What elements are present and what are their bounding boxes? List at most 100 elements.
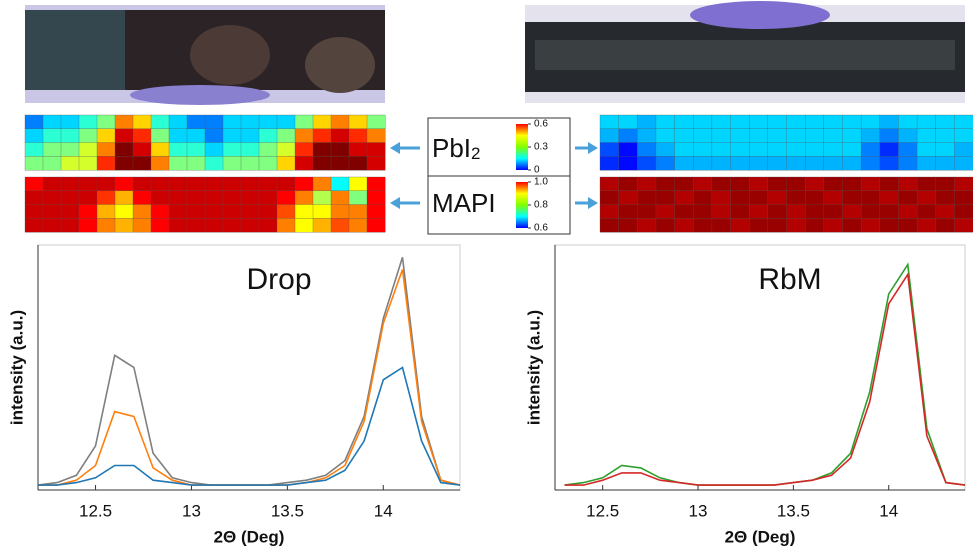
heatmap-cell <box>258 218 278 233</box>
heatmap-cell <box>898 218 918 233</box>
heatmap-cell <box>132 142 152 157</box>
heatmap-cell <box>114 204 134 219</box>
heatmap-cell <box>312 114 332 130</box>
heatmap-cell <box>366 204 386 219</box>
heatmap-cell <box>860 114 881 130</box>
heatmap-cell <box>823 128 843 143</box>
heatmap-cell <box>860 190 881 205</box>
heatmap-cell <box>312 142 332 157</box>
heatmap-cell <box>842 176 862 192</box>
heatmap-cell <box>916 114 937 130</box>
heatmap-cell <box>222 190 242 205</box>
heatmap-cell <box>637 176 657 192</box>
heatmap-cell <box>42 156 62 171</box>
heatmap-cell <box>599 176 620 192</box>
heatmap-cell <box>599 114 620 130</box>
heatmap-cell <box>348 142 368 157</box>
heatmap-cell <box>114 142 134 157</box>
heatmap-cell <box>276 218 296 233</box>
heatmap-cell <box>693 190 713 205</box>
heatmap-cell <box>294 128 314 143</box>
heatmap-cell <box>204 176 224 192</box>
heatmap-cell <box>330 114 350 130</box>
heatmap-cell <box>222 128 242 143</box>
heatmap-cell <box>749 142 769 157</box>
mapi-colorbar <box>516 182 528 228</box>
heatmap-cell <box>879 142 899 157</box>
heatmap-cell <box>24 190 44 205</box>
heatmap-cell <box>348 204 368 219</box>
heatmap-cell <box>805 176 825 192</box>
heatmap-cell <box>114 128 134 143</box>
heatmap-cell <box>842 156 862 171</box>
heatmap-cell <box>132 128 152 143</box>
series-line <box>38 366 461 486</box>
heatmap-cell <box>693 114 713 130</box>
heatmap-cell <box>348 176 368 192</box>
heatmap-cell <box>42 190 62 205</box>
heatmap-cell <box>767 176 787 192</box>
heatmap-cell <box>330 156 350 171</box>
heatmap-cell <box>96 128 116 143</box>
heatmap-cell <box>767 114 787 130</box>
heatmap-cell <box>114 218 134 233</box>
heatmap-cell <box>258 156 278 171</box>
heatmap-cell <box>823 218 843 233</box>
heatmap-cell <box>786 156 806 171</box>
heatmap-cell <box>60 190 80 205</box>
heatmap-cell <box>749 128 769 143</box>
heatmap-cell <box>132 156 152 171</box>
x-tick-label: 13.5 <box>271 501 304 520</box>
heatmap-cell <box>222 142 242 157</box>
colorbar-tick-label: 0 <box>534 165 540 176</box>
heatmap-cell <box>730 142 750 157</box>
heatmap-cell <box>674 176 694 192</box>
heatmap-cell <box>879 176 899 192</box>
heatmap-cell <box>42 114 62 130</box>
heatmap-cell <box>749 190 769 205</box>
heatmap-cell <box>276 204 296 219</box>
heatmap-cell <box>879 128 899 143</box>
heatmap-cell <box>312 128 332 143</box>
heatmap-cell <box>711 190 732 205</box>
heatmap-cell <box>312 218 332 233</box>
heatmap-cell <box>222 156 242 171</box>
heatmap-cell <box>805 204 825 219</box>
heatmap-cell <box>294 190 314 205</box>
heatmap-cell <box>150 176 170 192</box>
heatmap-cell <box>711 204 732 219</box>
heatmap-cell <box>935 156 955 171</box>
heatmap-cell <box>168 128 188 143</box>
heatmap-cell <box>935 128 955 143</box>
heatmap-cell <box>114 176 134 192</box>
heatmap-cell <box>258 204 278 219</box>
heatmap-cell <box>240 176 260 192</box>
heatmap-cell <box>366 218 386 233</box>
heatmap-cell <box>599 156 620 171</box>
heatmap-cell <box>805 156 825 171</box>
heatmap-cell <box>258 142 278 157</box>
heatmap-cell <box>805 142 825 157</box>
heatmap-cell <box>150 218 170 233</box>
heatmap-cell <box>655 156 676 171</box>
heatmap-cell <box>786 128 806 143</box>
heatmap-cell <box>294 142 314 157</box>
heatmap-cell <box>637 204 657 219</box>
photo-drop <box>25 5 385 105</box>
heatmap-cell <box>749 176 769 192</box>
heatmap-cell <box>222 218 242 233</box>
heatmap-cell <box>879 204 899 219</box>
heatmap-cell <box>186 176 206 192</box>
heatmap-cell <box>637 156 657 171</box>
arrows <box>390 142 598 209</box>
heatmap-cell <box>879 114 899 130</box>
heatmap-cell <box>749 156 769 171</box>
heatmap-cell <box>276 142 296 157</box>
heatmap-cell <box>204 218 224 233</box>
heatmap-cell <box>711 156 732 171</box>
heatmap-cell <box>24 156 44 171</box>
heatmap-cell <box>186 128 206 143</box>
heatmap-cell <box>276 176 296 192</box>
